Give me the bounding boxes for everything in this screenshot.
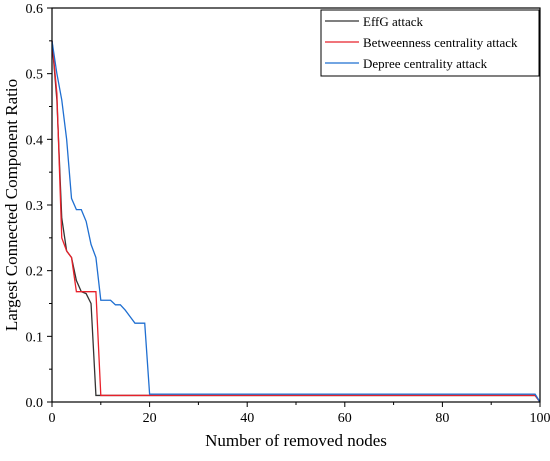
y-tick-label: 0.0: [26, 396, 44, 411]
legend-label: EffG attack: [363, 14, 424, 29]
x-tick-label: 60: [338, 411, 352, 426]
y-tick-label: 0.3: [26, 199, 44, 214]
legend-label: Depree centrality attack: [363, 56, 488, 71]
series-line-1: [52, 41, 540, 402]
x-tick-label: 80: [435, 411, 449, 426]
x-tick-label: 100: [530, 411, 550, 426]
y-tick-label: 0.6: [26, 2, 44, 17]
x-axis-title: Number of removed nodes: [205, 431, 387, 450]
x-tick-label: 40: [240, 411, 254, 426]
y-tick-label: 0.1: [26, 330, 44, 345]
y-tick-label: 0.2: [26, 265, 44, 280]
legend-label: Betweenness centrality attack: [363, 35, 518, 50]
y-tick-label: 0.5: [26, 68, 44, 83]
series-lines: [52, 41, 540, 402]
series-line-3: [52, 41, 540, 402]
x-tick-label: 0: [49, 411, 56, 426]
legend: EffG attack Betweenness centrality attack…: [321, 10, 539, 76]
series-line-2: [52, 41, 540, 402]
y-tick-label: 0.4: [26, 133, 44, 148]
y-axis-title: Largest Connected Component Ratio: [2, 79, 21, 331]
x-tick-label: 20: [143, 411, 157, 426]
